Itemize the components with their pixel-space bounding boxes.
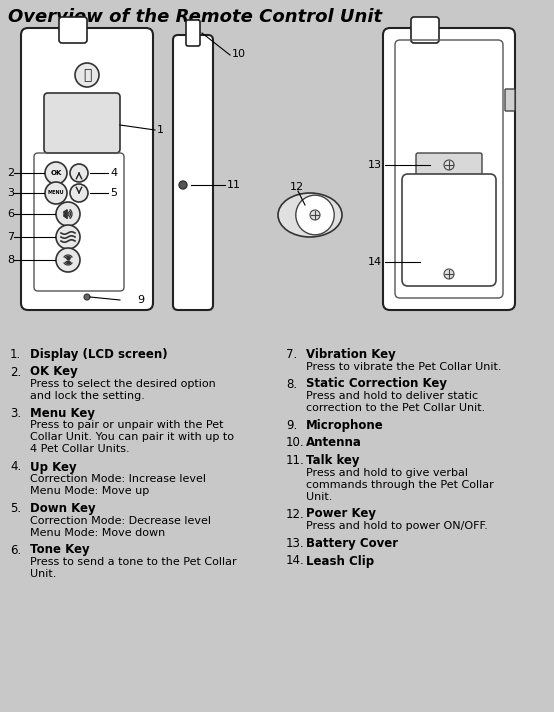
Text: Vibration Key: Vibration Key: [306, 348, 396, 361]
Text: Leash Clip: Leash Clip: [306, 555, 374, 567]
Circle shape: [444, 269, 454, 279]
Text: commands through the Pet Collar: commands through the Pet Collar: [306, 479, 494, 490]
FancyBboxPatch shape: [383, 28, 515, 310]
Text: Talk key: Talk key: [306, 454, 360, 467]
Circle shape: [84, 294, 90, 300]
Text: Power Key: Power Key: [306, 508, 376, 520]
Text: Menu Mode: Move down: Menu Mode: Move down: [30, 528, 165, 538]
Text: Tone Key: Tone Key: [30, 543, 90, 557]
Text: Down Key: Down Key: [30, 502, 96, 515]
Circle shape: [70, 164, 88, 182]
Circle shape: [56, 225, 80, 249]
FancyBboxPatch shape: [59, 17, 87, 43]
FancyBboxPatch shape: [21, 28, 153, 310]
Circle shape: [179, 181, 187, 189]
FancyBboxPatch shape: [173, 35, 213, 310]
FancyBboxPatch shape: [186, 20, 200, 46]
Text: Press to pair or unpair with the Pet: Press to pair or unpair with the Pet: [30, 421, 223, 431]
Text: OK Key: OK Key: [30, 365, 78, 379]
Text: Press to select the desired option: Press to select the desired option: [30, 379, 216, 389]
Text: 4.: 4.: [10, 461, 21, 473]
FancyBboxPatch shape: [505, 89, 515, 111]
Text: 3.: 3.: [10, 407, 21, 420]
Text: 9: 9: [137, 295, 144, 305]
Circle shape: [56, 202, 80, 226]
FancyBboxPatch shape: [416, 153, 482, 179]
Text: 2.: 2.: [10, 365, 21, 379]
Text: 13.: 13.: [286, 537, 305, 550]
Circle shape: [444, 160, 454, 170]
Text: 10.: 10.: [286, 436, 305, 449]
Text: Menu Mode: Move up: Menu Mode: Move up: [30, 486, 149, 496]
Text: 2: 2: [7, 168, 14, 178]
Circle shape: [56, 248, 80, 272]
Text: 4 Pet Collar Units.: 4 Pet Collar Units.: [30, 444, 130, 454]
Circle shape: [45, 182, 67, 204]
Text: 9.: 9.: [286, 419, 297, 432]
Text: 4: 4: [110, 168, 117, 178]
Text: correction to the Pet Collar Unit.: correction to the Pet Collar Unit.: [306, 403, 485, 413]
Text: and lock the setting.: and lock the setting.: [30, 391, 145, 401]
Text: Battery Cover: Battery Cover: [306, 537, 398, 550]
Text: Press to vibrate the Pet Collar Unit.: Press to vibrate the Pet Collar Unit.: [306, 362, 501, 372]
Text: 7.: 7.: [286, 348, 297, 361]
Text: Microphone: Microphone: [306, 419, 384, 432]
Polygon shape: [64, 210, 67, 218]
Text: 14.: 14.: [286, 555, 305, 567]
Text: 6: 6: [7, 209, 14, 219]
Text: Unit.: Unit.: [30, 569, 57, 579]
Text: 11: 11: [227, 180, 241, 190]
Text: Press and hold to power ON/OFF.: Press and hold to power ON/OFF.: [306, 521, 488, 531]
Text: 1.: 1.: [10, 348, 21, 361]
Text: Static Correction Key: Static Correction Key: [306, 377, 447, 390]
Circle shape: [75, 63, 99, 87]
Text: Menu Key: Menu Key: [30, 407, 95, 420]
Text: 8: 8: [7, 255, 14, 265]
Text: 5: 5: [110, 188, 117, 198]
Text: OK: OK: [50, 170, 61, 176]
Ellipse shape: [296, 195, 334, 235]
Text: Correction Mode: Increase level: Correction Mode: Increase level: [30, 474, 206, 484]
Text: 12.: 12.: [286, 508, 305, 520]
Text: Display (LCD screen): Display (LCD screen): [30, 348, 168, 361]
Text: Collar Unit. You can pair it with up to: Collar Unit. You can pair it with up to: [30, 432, 234, 442]
Text: 10: 10: [232, 49, 246, 59]
Text: Up Key: Up Key: [30, 461, 76, 473]
Text: Press and hold to give verbal: Press and hold to give verbal: [306, 468, 468, 478]
FancyBboxPatch shape: [44, 93, 120, 153]
Text: 11.: 11.: [286, 454, 305, 467]
Text: 13: 13: [368, 160, 382, 170]
Text: Overview of the Remote Control Unit: Overview of the Remote Control Unit: [8, 8, 382, 26]
Text: Unit.: Unit.: [306, 491, 332, 501]
FancyBboxPatch shape: [402, 174, 496, 286]
Text: Antenna: Antenna: [306, 436, 362, 449]
Text: 8.: 8.: [286, 377, 297, 390]
Text: 7: 7: [7, 232, 14, 242]
Text: 12: 12: [290, 182, 304, 192]
Text: 1: 1: [157, 125, 164, 135]
Text: Correction Mode: Decrease level: Correction Mode: Decrease level: [30, 515, 211, 525]
Text: MENU: MENU: [48, 191, 64, 196]
Text: 5.: 5.: [10, 502, 21, 515]
FancyBboxPatch shape: [411, 17, 439, 43]
Circle shape: [70, 184, 88, 202]
Ellipse shape: [278, 193, 342, 237]
Text: Ⓜ: Ⓜ: [83, 68, 91, 82]
Text: Press and hold to deliver static: Press and hold to deliver static: [306, 391, 478, 401]
Text: 3: 3: [7, 188, 14, 198]
Circle shape: [45, 162, 67, 184]
Text: 14: 14: [368, 257, 382, 267]
Circle shape: [310, 210, 320, 220]
Text: 6.: 6.: [10, 543, 21, 557]
Text: Press to send a tone to the Pet Collar: Press to send a tone to the Pet Collar: [30, 557, 237, 567]
